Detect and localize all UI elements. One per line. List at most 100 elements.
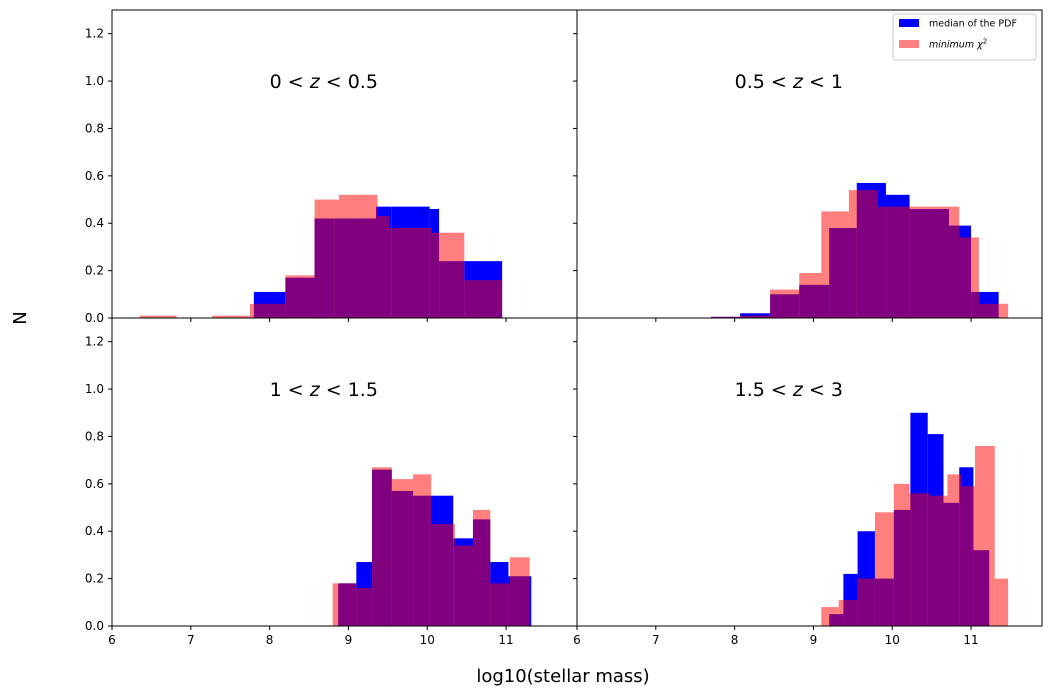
bar-minimum-chi2: [978, 303, 1009, 318]
bar-minimum-chi2: [255, 303, 286, 318]
y-tick-label: 1.0: [85, 382, 104, 396]
panel-title: 0.5 < z < 1: [735, 71, 843, 93]
panel-title-lower: 1 <: [270, 379, 310, 401]
panel-title: 1.5 < z < 3: [735, 379, 843, 401]
y-tick-label: 0.0: [85, 311, 104, 325]
panel-title-lower: 1.5 <: [735, 379, 793, 401]
bar-minimum-chi2: [857, 578, 875, 626]
bar-minimum-chi2: [821, 211, 849, 318]
bars: [821, 412, 1009, 626]
x-axis-title: log10(stellar mass): [476, 666, 649, 687]
x-tick-label: 6: [108, 633, 116, 647]
bar-minimum-chi2: [314, 199, 339, 318]
panels: 0.0 0.2 0.4 0.6 0.8 1.0 1.2 0 < z < 0.5 0.5 < z …: [85, 9, 1043, 647]
y-tick-label: 1.0: [85, 74, 104, 88]
y-tick-label: 0.4: [85, 216, 104, 230]
x-tick-label: 11: [963, 633, 978, 647]
bars: [332, 467, 532, 626]
y-tick-label: 0.6: [85, 169, 104, 183]
panel-title-variable: z: [309, 379, 321, 401]
x-tick-label: 9: [810, 633, 818, 647]
legend-label-minimum-prefix: minimum: [929, 40, 974, 51]
legend-swatch-median: [899, 19, 919, 27]
bar-minimum-chi2: [959, 237, 979, 318]
bar-minimum-chi2: [472, 509, 491, 626]
legend-label-minimum-symbol: χ: [976, 40, 983, 51]
panel-title-variable: z: [309, 71, 321, 93]
bar-minimum-chi2: [332, 583, 357, 626]
bar-minimum-chi2: [391, 479, 414, 626]
bar-minimum-chi2: [356, 588, 373, 626]
bar-minimum-chi2: [490, 583, 511, 626]
bar-minimum-chi2: [848, 190, 879, 318]
bar-minimum-chi2: [799, 272, 822, 318]
bar-minimum-chi2: [710, 316, 741, 318]
x-tick-label: 9: [345, 633, 353, 647]
panel-title: 0 < z < 0.5: [270, 71, 378, 93]
panel-title-upper: < 1.5: [320, 379, 378, 401]
x-tick-label: 8: [266, 633, 274, 647]
bar-minimum-chi2: [212, 315, 250, 318]
y-tick-label: 0.2: [85, 264, 104, 278]
panel-title-variable: z: [792, 379, 804, 401]
x-tick-label: 7: [187, 633, 195, 647]
bar-minimum-chi2: [285, 275, 315, 318]
panel-1: 0.0 0.2 0.4 0.6 0.8 1.0 1.2 0 < z < 0.5: [85, 9, 578, 325]
legend-label-median: median of the PDF: [929, 19, 1017, 30]
x-tick-label: 10: [885, 633, 900, 647]
panel-title: 1 < z < 1.5: [270, 379, 378, 401]
x-tick-label: 8: [731, 633, 739, 647]
bar-minimum-chi2: [431, 524, 455, 626]
bar-minimum-chi2: [893, 483, 910, 626]
panel-frame: [576, 317, 1043, 627]
x-tick-label: 6: [573, 633, 581, 647]
bar-minimum-chi2: [961, 486, 976, 626]
y-tick-label: 1.2: [85, 27, 104, 41]
legend-label-minimum: minimum χ2: [929, 38, 987, 51]
legend: median of the PDF minimum χ2: [892, 13, 1037, 61]
bar-minimum-chi2: [338, 194, 378, 318]
bars: [139, 194, 503, 318]
bar-minimum-chi2: [377, 216, 390, 318]
bar-minimum-chi2: [994, 578, 1009, 626]
y-tick-label: 0.0: [85, 619, 104, 633]
x-tick-label: 11: [498, 633, 513, 647]
y-axis-title: N: [10, 311, 31, 324]
panel-title-variable: z: [792, 71, 804, 93]
legend-swatch-minimum: [899, 40, 919, 48]
legend-frame: [892, 13, 1037, 61]
y-tick-label: 0.8: [85, 429, 104, 443]
y-tick-label: 0.4: [85, 524, 104, 538]
y-tick-label: 0.8: [85, 121, 104, 135]
bar-minimum-chi2: [740, 315, 771, 318]
bar-minimum-chi2: [413, 474, 432, 626]
panel-2: 0.5 < z < 1: [573, 9, 1043, 322]
panel-title-upper: < 0.5: [320, 71, 378, 93]
bar-minimum-chi2: [454, 545, 473, 626]
bar-minimum-chi2: [389, 227, 432, 318]
bar-minimum-chi2: [908, 206, 934, 318]
bar-minimum-chi2: [510, 557, 530, 626]
bar-minimum-chi2: [770, 289, 800, 318]
panel-4: 6 7 8 9 10 11 1.5 < z < 3: [573, 317, 1043, 647]
bar-minimum-chi2: [439, 232, 465, 318]
panel-title-lower: 0 <: [270, 71, 310, 93]
bar-minimum-chi2: [933, 206, 960, 318]
bar-minimum-chi2: [874, 512, 894, 626]
bar-minimum-chi2: [431, 232, 440, 318]
panel-title-upper: < 1: [803, 71, 843, 93]
legend-label-minimum-sup: 2: [983, 38, 987, 46]
bar-minimum-chi2: [838, 599, 858, 626]
bar-minimum-chi2: [372, 467, 392, 626]
bar-minimum-chi2: [464, 280, 503, 318]
bar-minimum-chi2: [139, 315, 177, 318]
y-tick-label: 0.2: [85, 572, 104, 586]
bar-minimum-chi2: [929, 495, 948, 626]
panel-title-upper: < 3: [803, 379, 843, 401]
bar-minimum-chi2: [947, 474, 962, 626]
x-tick-label: 10: [420, 633, 435, 647]
bar-minimum-chi2: [249, 303, 256, 318]
bar-minimum-chi2: [909, 493, 930, 626]
y-tick-label: 0.6: [85, 477, 104, 491]
